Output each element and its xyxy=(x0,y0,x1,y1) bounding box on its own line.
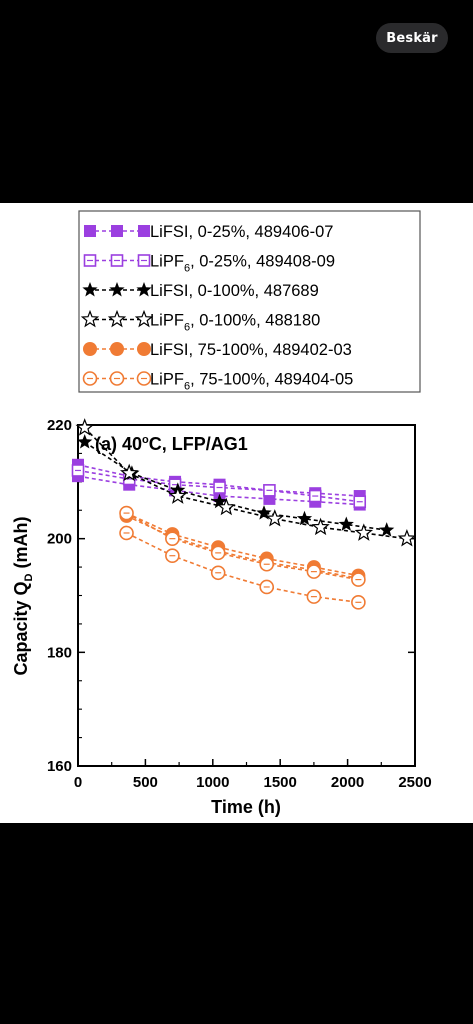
legend-marker xyxy=(137,342,151,356)
legend-marker xyxy=(110,342,124,356)
legend-marker xyxy=(82,282,98,297)
legend: LiFSI, 0-25%, 489406-07 LiPF6, 0-25%, 489… xyxy=(80,223,353,393)
data-point xyxy=(165,548,180,564)
legend-marker xyxy=(111,225,123,237)
x-axis-label: Time (h) xyxy=(211,797,281,817)
legend-marker xyxy=(107,309,127,328)
data-point xyxy=(168,486,188,504)
series-layer xyxy=(71,418,417,610)
data-point xyxy=(311,517,330,536)
data-point xyxy=(210,545,226,561)
data-point xyxy=(353,495,367,509)
data-point xyxy=(263,484,276,497)
data-point xyxy=(351,572,366,587)
data-point xyxy=(211,493,228,509)
data-point xyxy=(351,595,366,610)
data-point xyxy=(338,516,354,531)
data-point xyxy=(306,589,322,604)
data-point xyxy=(265,509,285,527)
legend-entry: LiPF6, 75-100%, 489404-05 xyxy=(82,371,353,393)
series-line xyxy=(126,512,359,577)
data-point xyxy=(397,529,417,547)
data-point xyxy=(165,531,180,546)
series-line xyxy=(126,512,359,581)
y-axis-label-unit: (mAh) xyxy=(11,517,31,574)
legend-marker xyxy=(138,225,150,237)
legend-marker xyxy=(83,254,97,267)
data-point xyxy=(217,497,236,516)
y-axis-label: Capacity QD (mAh) xyxy=(11,517,35,676)
series-line xyxy=(126,532,359,604)
y-tick-label: 220 xyxy=(47,417,72,434)
y-tick-label: 160 xyxy=(47,758,72,775)
legend-entry: LiPF6, 0-100%, 488180 xyxy=(80,309,320,334)
axes: 0 500 1000 1500 2000 2500 160 180 200 220 xyxy=(47,417,432,791)
data-point xyxy=(119,505,134,521)
chart-title: (a) 40oC, LFP/AG1 xyxy=(95,434,248,454)
chart-title-prefix: (a) 40 xyxy=(95,434,142,454)
series-2 xyxy=(71,464,367,509)
legend-marker xyxy=(109,282,125,297)
legend-label: LiFSI, 0-100%, 487689 xyxy=(150,282,319,300)
data-point xyxy=(77,434,93,449)
data-point xyxy=(354,523,374,541)
data-point xyxy=(259,579,275,595)
legend-box xyxy=(78,210,421,393)
x-tick-label: 1000 xyxy=(196,774,229,791)
series-line xyxy=(84,441,387,531)
x-tick-label: 2000 xyxy=(331,774,364,791)
legend-label: LiPF6, 75-100%, 489404-05 xyxy=(150,371,353,393)
legend-marker xyxy=(136,371,152,386)
data-point xyxy=(296,510,313,526)
legend-marker xyxy=(82,371,98,386)
series-7 xyxy=(119,505,366,587)
data-point xyxy=(71,464,85,477)
data-point xyxy=(256,505,272,520)
data-point xyxy=(306,564,322,579)
chart-title-degree: o xyxy=(142,434,149,446)
data-point xyxy=(213,481,226,494)
data-point xyxy=(75,418,94,436)
data-point xyxy=(379,522,395,537)
y-axis-label-main: Capacity Q xyxy=(11,581,31,675)
chart-svg: LiFSI, 0-25%, 489406-07 LiPF6, 0-25%, 489… xyxy=(11,210,432,817)
legend-marker xyxy=(110,254,124,267)
x-tick-label: 500 xyxy=(133,774,158,791)
chart-photo: LiFSI, 0-25%, 489406-07 LiPF6, 0-25%, 489… xyxy=(0,203,473,823)
x-tick-label: 0 xyxy=(74,774,82,791)
legend-marker xyxy=(109,371,125,386)
legend-label: LiPF6, 0-25%, 489408-09 xyxy=(150,253,335,275)
y-tick-label: 180 xyxy=(47,644,72,661)
data-point xyxy=(119,525,134,541)
legend-label: LiPF6, 0-100%, 488180 xyxy=(150,312,320,334)
legend-entry: LiFSI, 0-100%, 487689 xyxy=(82,282,319,300)
x-tick-label: 2500 xyxy=(398,774,431,791)
legend-label: LiFSI, 75-100%, 489402-03 xyxy=(150,341,352,359)
crop-button[interactable]: Beskär xyxy=(376,23,448,53)
series-line xyxy=(126,515,359,580)
legend-entry: LiFSI, 0-25%, 489406-07 xyxy=(84,223,333,241)
legend-marker xyxy=(136,282,152,297)
data-point xyxy=(119,463,139,482)
chart-title-suffix: C, LFP/AG1 xyxy=(149,434,248,454)
data-point xyxy=(259,556,275,572)
legend-marker xyxy=(84,225,96,237)
data-point xyxy=(308,489,322,503)
y-tick-label: 200 xyxy=(47,531,72,548)
legend-entry: LiPF6, 0-25%, 489408-09 xyxy=(83,253,335,275)
legend-marker xyxy=(137,254,151,267)
series-4 xyxy=(75,418,417,547)
data-point xyxy=(210,565,226,581)
legend-label: LiFSI, 0-25%, 489406-07 xyxy=(150,223,333,241)
y-axis-label-subscript: D xyxy=(23,573,35,581)
x-tick-label: 1500 xyxy=(264,774,297,791)
series-8 xyxy=(119,525,366,610)
legend-entry: LiFSI, 75-100%, 489402-03 xyxy=(83,341,352,359)
legend-marker xyxy=(83,342,97,356)
legend-marker xyxy=(80,309,100,328)
series-line xyxy=(84,427,408,540)
legend-marker xyxy=(134,309,154,328)
